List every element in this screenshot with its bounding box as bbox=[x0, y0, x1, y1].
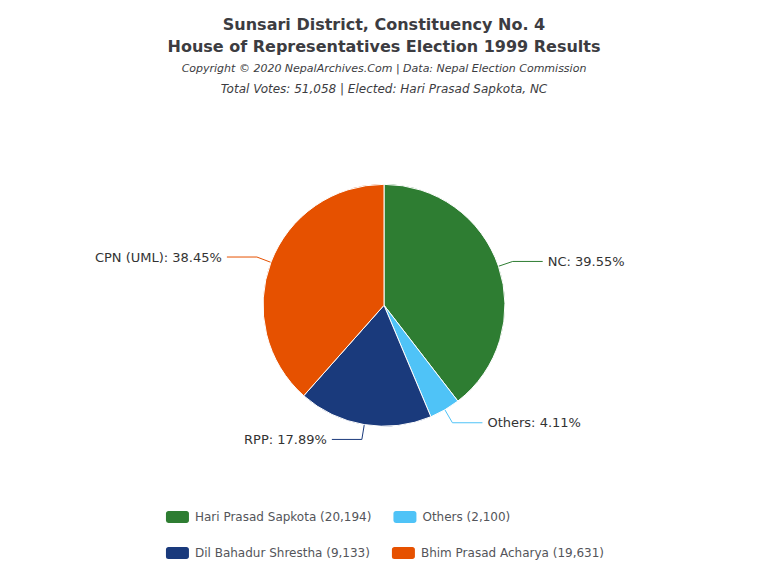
svg-text:NC: 39.55%: NC: 39.55% bbox=[548, 254, 625, 269]
svg-text:Total Votes: 51,058 | Elected:: Total Votes: 51,058 | Elected: Hari Pras… bbox=[221, 82, 548, 96]
svg-text:Bhim Prasad Acharya (19,631): Bhim Prasad Acharya (19,631) bbox=[421, 546, 604, 560]
svg-text:Hari Prasad Sapkota (20,194): Hari Prasad Sapkota (20,194) bbox=[195, 510, 371, 524]
svg-text:Others: 4.11%: Others: 4.11% bbox=[487, 415, 580, 430]
svg-text:Dil Bahadur Shrestha (9,133): Dil Bahadur Shrestha (9,133) bbox=[195, 546, 370, 560]
svg-text:House of Representatives Elect: House of Representatives Election 1999 R… bbox=[167, 37, 600, 56]
svg-text:Sunsari District, Constituency: Sunsari District, Constituency No. 4 bbox=[223, 15, 545, 34]
svg-text:CPN (UML): 38.45%: CPN (UML): 38.45% bbox=[95, 250, 222, 265]
svg-text:RPP: 17.89%: RPP: 17.89% bbox=[244, 432, 327, 447]
svg-text:Copyright © 2020 NepalArchives: Copyright © 2020 NepalArchives.Com | Dat… bbox=[182, 62, 587, 75]
svg-text:Others (2,100): Others (2,100) bbox=[422, 510, 510, 524]
